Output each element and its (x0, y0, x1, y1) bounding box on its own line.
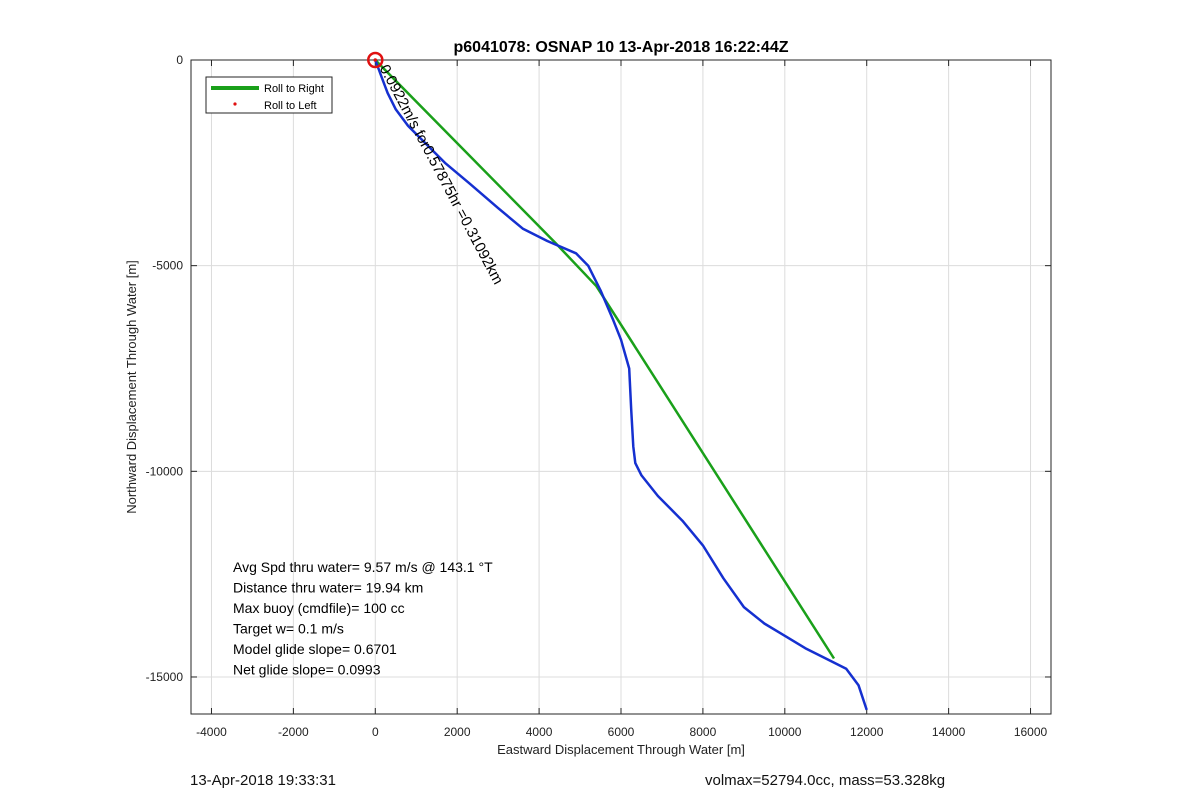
x-tick-label: 14000 (932, 725, 966, 739)
stats-line: Avg Spd thru water= 9.57 m/s @ 143.1 °T (233, 559, 493, 575)
start-marker (367, 51, 384, 69)
legend-label-roll-left: Roll to Left (264, 100, 317, 112)
stats-line: Distance thru water= 19.94 km (233, 580, 423, 596)
series-point-roll-left (373, 58, 378, 62)
x-tick-label: 6000 (608, 725, 635, 739)
x-tick-label: 12000 (850, 725, 884, 739)
y-tick-label: -5000 (152, 259, 183, 273)
legend-swatch-roll-left (233, 102, 237, 106)
x-tick-label: -2000 (278, 725, 309, 739)
x-axis-label: Eastward Displacement Through Water [m] (497, 742, 745, 757)
footer-timestamp: 13-Apr-2018 19:33:31 (190, 772, 336, 789)
x-tick-label: 0 (372, 725, 379, 739)
x-tick-label: -4000 (196, 725, 227, 739)
axis-ticks: -4000 -2000 0 2000 4000 6000 8000 10000 12000 140… (146, 53, 1051, 739)
stats-line: Net glide slope= 0.0993 (233, 662, 381, 678)
series-line-roll-right (374, 59, 836, 660)
y-tick-label: -10000 (146, 464, 184, 478)
y-tick-label: 0 (176, 53, 183, 67)
x-tick-label: 16000 (1014, 725, 1048, 739)
x-tick-label: 4000 (526, 725, 553, 739)
series-line-track (374, 59, 868, 711)
grid-lines (191, 59, 1051, 714)
stats-line: Max buoy (cmdfile)= 100 cc (233, 600, 405, 616)
footer-summary: volmax=52794.0cc, mass=53.328kg (705, 772, 946, 789)
y-tick-label: -15000 (146, 670, 184, 684)
y-axis-label: Northward Displacement Through Water [m] (124, 260, 139, 514)
x-tick-label: 2000 (444, 725, 471, 739)
legend-box (205, 76, 333, 114)
x-tick-label: 10000 (768, 725, 802, 739)
chart-title: p6041078: OSNAP 10 13-Apr-2018 16:22:44Z (454, 39, 789, 56)
legend: Roll to Right Roll to Left (205, 76, 333, 114)
series-layer (373, 58, 868, 711)
x-tick-label: 8000 (690, 725, 717, 739)
legend-label-roll-right: Roll to Right (264, 83, 324, 95)
stats-line: Model glide slope= 0.6701 (233, 641, 397, 657)
stats-line: Target w= 0.1 m/s (233, 621, 344, 637)
